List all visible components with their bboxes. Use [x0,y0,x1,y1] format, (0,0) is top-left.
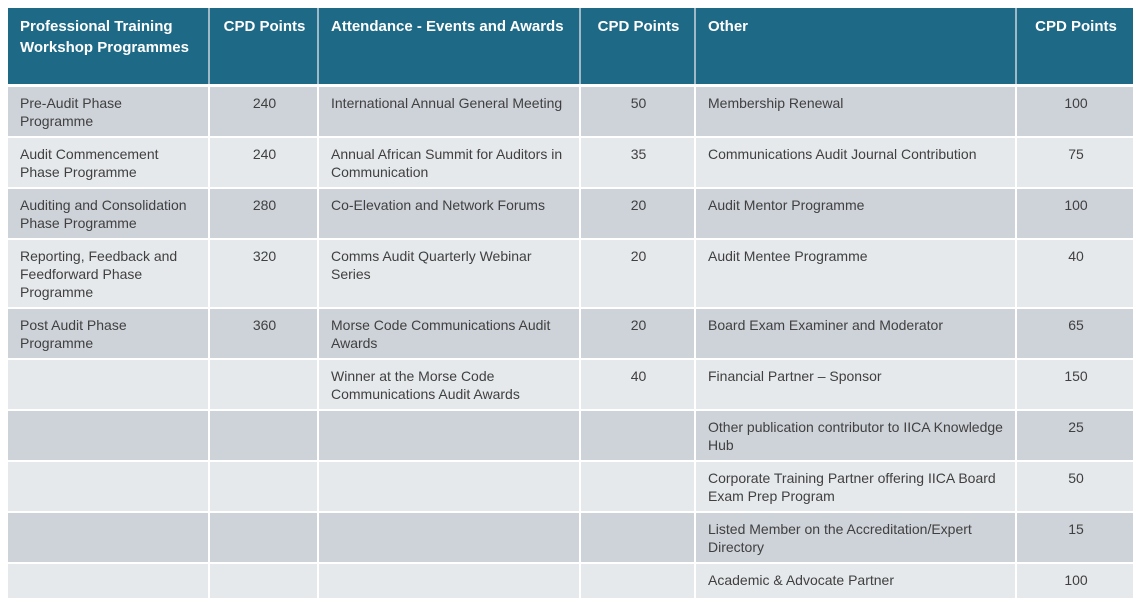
cpd-points-cell: 100 [1016,85,1133,137]
cpd-points-cell [209,511,319,563]
table-row: Winner at the Morse Code Communications … [8,358,1133,410]
cpd-points-cell [209,562,319,599]
activity-cell: International Annual General Meeting [318,85,581,137]
cpd-points-cell: 50 [1016,460,1133,512]
activity-cell: Auditing and Consolidation Phase Program… [8,187,210,239]
activity-cell: Board Exam Examiner and Moderator [695,307,1017,359]
cpd-points-cell: 65 [1016,307,1133,359]
cpd-points-cell: 100 [1016,187,1133,239]
cpd-points-cell [209,358,319,410]
col-header-cpd-points-2: CPD Points [580,8,696,85]
activity-cell: Co-Elevation and Network Forums [318,187,581,239]
cpd-points-cell: 15 [1016,511,1133,563]
activity-cell [8,511,210,563]
cpd-points-cell: 320 [209,238,319,308]
activity-cell: Post Audit Phase Programme [8,307,210,359]
cpd-points-cell: 75 [1016,136,1133,188]
activity-cell: Annual African Summit for Auditors in Co… [318,136,581,188]
activity-cell: Audit Mentee Programme [695,238,1017,308]
table-row: Academic & Advocate Partner 100 [8,562,1133,599]
cpd-points-cell: 40 [580,358,696,410]
activity-cell: Audit Commencement Phase Programme [8,136,210,188]
table-row: Pre-Audit Phase Programme 240 Internationa… [8,85,1133,137]
activity-cell: Corporate Training Partner offering IICA… [695,460,1017,512]
cpd-points-cell: 360 [209,307,319,359]
activity-cell: Pre-Audit Phase Programme [8,85,210,137]
activity-cell: Other publication contributor to IICA Kn… [695,409,1017,461]
col-header-cpd-points-3: CPD Points [1016,8,1133,85]
activity-cell: Winner at the Morse Code Communications … [318,358,581,410]
activity-cell: Membership Renewal [695,85,1017,137]
col-header-attendance-events-awards: Attendance - Events and Awards [318,8,581,85]
cpd-points-cell: 50 [580,85,696,137]
cpd-points-cell: 35 [580,136,696,188]
table-row: Reporting, Feedback and Feedforward Phas… [8,238,1133,308]
col-header-other: Other [695,8,1017,85]
activity-cell: Reporting, Feedback and Feedforward Phas… [8,238,210,308]
table-header: Professional Training Workshop Programme… [8,8,1133,85]
activity-cell: Morse Code Communications Audit Awards [318,307,581,359]
cpd-points-cell: 20 [580,238,696,308]
cpd-points-cell: 40 [1016,238,1133,308]
activity-cell: Listed Member on the Accreditation/Exper… [695,511,1017,563]
activity-cell [318,409,581,461]
table-row: Listed Member on the Accreditation/Exper… [8,511,1133,563]
activity-cell [8,460,210,512]
table-row: Other publication contributor to IICA Kn… [8,409,1133,461]
col-header-training-programmes: Professional Training Workshop Programme… [8,8,210,85]
cpd-points-cell [580,409,696,461]
cpd-points-table: Professional Training Workshop Programme… [8,8,1133,600]
activity-cell: Financial Partner – Sponsor [695,358,1017,410]
activity-cell [318,460,581,512]
cpd-points-cell: 240 [209,136,319,188]
table-row: Corporate Training Partner offering IICA… [8,460,1133,512]
cpd-points-cell: 20 [580,307,696,359]
col-header-cpd-points-1: CPD Points [209,8,319,85]
cpd-points-cell [580,511,696,563]
table-row: Post Audit Phase Programme 360 Morse Code … [8,307,1133,359]
cpd-points-cell [580,562,696,599]
activity-cell [8,562,210,599]
activity-cell: Academic & Advocate Partner [695,562,1017,599]
activity-cell [8,358,210,410]
table-body: Pre-Audit Phase Programme 240 Internationa… [8,85,1133,599]
activity-cell: Comms Audit Quarterly Webinar Series [318,238,581,308]
cpd-points-cell [209,460,319,512]
header-row: Professional Training Workshop Programme… [8,8,1133,85]
cpd-points-cell [580,460,696,512]
activity-cell: Communications Audit Journal Contributio… [695,136,1017,188]
activity-cell [318,511,581,563]
activity-cell [318,562,581,599]
activity-cell [8,409,210,461]
table-row: Audit Commencement Phase Programme 240 Ann… [8,136,1133,188]
cpd-points-cell: 100 [1016,562,1133,599]
cpd-points-cell: 25 [1016,409,1133,461]
cpd-points-cell [209,409,319,461]
cpd-points-cell: 280 [209,187,319,239]
cpd-points-cell: 20 [580,187,696,239]
activity-cell: Audit Mentor Programme [695,187,1017,239]
cpd-points-cell: 240 [209,85,319,137]
cpd-points-cell: 150 [1016,358,1133,410]
table-row: Auditing and Consolidation Phase Program… [8,187,1133,239]
